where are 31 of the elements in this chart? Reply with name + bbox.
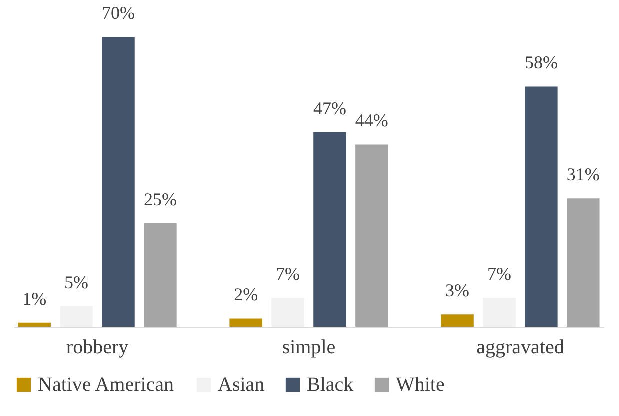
bar <box>567 198 600 327</box>
bar <box>483 298 516 327</box>
data-label: 44% <box>355 110 388 131</box>
data-label: 1% <box>22 288 47 309</box>
legend-label: Native American <box>38 374 174 396</box>
data-label: 7% <box>276 264 300 284</box>
data-label: 31% <box>566 164 600 185</box>
bar <box>230 318 262 327</box>
data-label: 58% <box>524 52 558 73</box>
data-label: 25% <box>144 189 177 210</box>
data-label: 2% <box>234 284 258 305</box>
data-label: 70% <box>102 3 136 23</box>
bar <box>314 132 346 327</box>
data-label: 47% <box>313 98 346 118</box>
legend-label: White <box>396 374 445 396</box>
bar <box>102 37 135 327</box>
x-tick-label: simple <box>282 336 336 358</box>
x-tick-label: robbery <box>66 336 129 358</box>
bar <box>18 322 51 327</box>
bar <box>60 306 93 327</box>
bar <box>272 298 304 327</box>
bar <box>144 223 177 327</box>
bar <box>441 314 474 327</box>
x-tick-label: aggravated <box>476 336 564 358</box>
legend-label: Black <box>307 374 354 396</box>
bar <box>356 144 388 327</box>
legend-label: Asian <box>218 374 265 396</box>
data-label: 3% <box>446 280 470 301</box>
data-label: 7% <box>487 264 512 284</box>
data-label: 5% <box>64 272 89 292</box>
bar <box>525 86 558 327</box>
